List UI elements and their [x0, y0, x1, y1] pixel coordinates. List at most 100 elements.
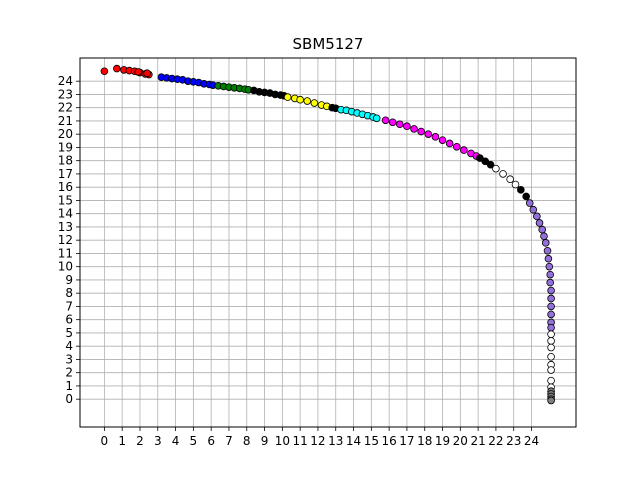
y-tick-label: 2 [65, 366, 73, 380]
y-tick-label: 8 [65, 286, 73, 300]
x-tick-label: 0 [101, 434, 109, 448]
data-point [540, 232, 548, 241]
data-point [403, 122, 411, 131]
y-tick-label: 6 [65, 313, 73, 327]
plot-area-frame [79, 57, 577, 428]
data-point [525, 199, 534, 207]
x-tick-label: 3 [154, 434, 162, 448]
y-tick-label: 1 [65, 379, 73, 393]
x-tick-label: 22 [488, 434, 503, 448]
y-tick-label: 15 [58, 193, 73, 207]
data-point [547, 294, 555, 303]
data-point [476, 154, 484, 162]
data-point [547, 352, 555, 361]
y-tick-label: 4 [65, 339, 73, 353]
data-point [547, 323, 555, 332]
data-point [547, 330, 555, 339]
data-point [296, 95, 304, 104]
y-tick-label: 23 [58, 87, 73, 101]
y-tick-label: 9 [65, 273, 73, 287]
data-point [547, 343, 555, 352]
data-point [424, 130, 433, 138]
y-tick-label: 13 [58, 220, 73, 234]
data-point [381, 116, 390, 125]
data-point [410, 125, 418, 133]
data-point [533, 212, 541, 221]
y-tick-label: 14 [58, 207, 73, 221]
y-tick-label: 17 [58, 167, 73, 181]
data-point [486, 160, 495, 169]
data-point [544, 254, 553, 263]
x-tick-label: 8 [243, 434, 251, 448]
data-point [283, 93, 292, 101]
data-point [396, 120, 404, 129]
data-point [541, 239, 550, 247]
data-point [431, 133, 440, 141]
y-tick-label: 18 [58, 154, 73, 168]
x-tick-label: 12 [310, 434, 325, 448]
x-tick-label: 16 [381, 434, 396, 448]
y-tick-label: 16 [58, 180, 73, 194]
data-point [100, 67, 109, 76]
x-tick-label: 14 [346, 434, 361, 448]
x-tick-label: 20 [453, 434, 468, 448]
data-point [492, 164, 500, 173]
x-tick-label: 7 [225, 434, 233, 448]
data-point [547, 396, 555, 405]
x-tick-label: 5 [190, 434, 198, 448]
x-tick-label: 9 [261, 434, 269, 448]
data-point [511, 180, 520, 189]
x-tick-label: 11 [293, 434, 308, 448]
y-tick-label: 3 [65, 352, 73, 366]
data-point [143, 69, 151, 78]
data-point [546, 278, 554, 287]
data-point [529, 205, 538, 214]
data-point [535, 219, 544, 227]
x-tick-label: 23 [506, 434, 521, 448]
data-point [517, 186, 525, 194]
data-point [452, 142, 461, 151]
x-tick-label: 6 [207, 434, 215, 448]
data-point [134, 68, 142, 76]
y-tick-label: 10 [58, 260, 73, 274]
data-point [113, 64, 121, 73]
x-tick-label: 13 [328, 434, 343, 448]
data-point [545, 262, 554, 271]
chart-title: SBM5127 [293, 35, 364, 53]
y-tick-label: 20 [58, 127, 73, 141]
x-tick-label: 1 [118, 434, 126, 448]
data-point [460, 146, 468, 154]
x-tick-label: 24 [524, 434, 539, 448]
data-point [372, 114, 381, 123]
data-point [547, 376, 555, 385]
data-point [522, 192, 530, 201]
data-point [303, 97, 312, 105]
y-tick-label: 21 [58, 114, 73, 128]
data-point [547, 337, 555, 345]
x-tick-label: 2 [136, 434, 144, 448]
y-tick-label: 19 [58, 140, 73, 154]
x-tick-label: 17 [399, 434, 414, 448]
y-tick-label: 7 [65, 299, 73, 313]
y-tick-label: 11 [58, 246, 73, 260]
x-tick-label: 19 [435, 434, 450, 448]
x-tick-label: 15 [364, 434, 379, 448]
x-tick-label: 21 [470, 434, 485, 448]
data-point [547, 366, 555, 374]
data-point [481, 157, 490, 166]
data-point [499, 170, 507, 178]
data-point [538, 225, 546, 234]
x-tick-label: 18 [417, 434, 432, 448]
x-tick-label: 4 [172, 434, 180, 448]
data-point [506, 175, 514, 184]
data-point [547, 286, 555, 295]
x-axis: 0 1 2 3 4 5 6 7 8 9 10 11 12 13 14 15 16 17 18 19 20 21 22 23 24 [101, 427, 539, 448]
y-tick-label: 24 [58, 74, 73, 88]
data-point [388, 118, 397, 127]
data-point [445, 139, 454, 148]
y-tick-label: 22 [58, 101, 73, 115]
data-points [100, 64, 555, 405]
y-tick-label: 0 [65, 392, 73, 406]
